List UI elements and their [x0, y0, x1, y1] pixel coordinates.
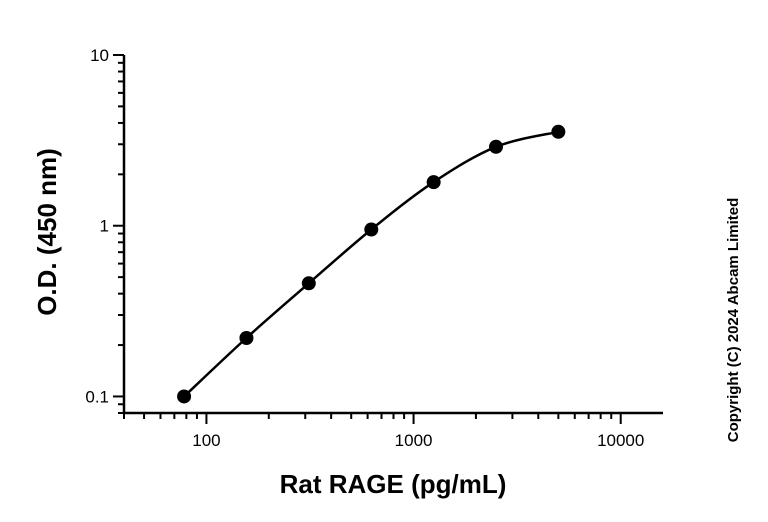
tick-labels: 100 1000 10000 0.1 1 10: [85, 46, 644, 450]
data-point: [177, 389, 192, 404]
y-tick-label: 10: [90, 46, 109, 65]
fit-curve: [183, 130, 559, 398]
data-point: [301, 276, 316, 291]
y-tick-label: 1: [100, 217, 109, 236]
copyright-text: Copyright (C) 2024 Abcam Limited: [725, 198, 742, 442]
data-points: [177, 124, 566, 404]
data-point: [489, 139, 504, 154]
y-axis-title: O.D. (450 nm): [32, 148, 62, 316]
chart-axes: [122, 55, 663, 415]
x-tick-label: 10000: [597, 431, 644, 450]
data-point: [551, 124, 566, 139]
y-tick-label: 0.1: [85, 387, 109, 406]
x-tick-label: 100: [192, 431, 220, 450]
tick-marks: [113, 54, 622, 424]
x-tick-label: 1000: [395, 431, 433, 450]
data-point: [239, 330, 254, 345]
x-axis-title: Rat RAGE (pg/mL): [280, 469, 507, 499]
data-point: [364, 222, 379, 237]
data-point: [426, 175, 441, 190]
